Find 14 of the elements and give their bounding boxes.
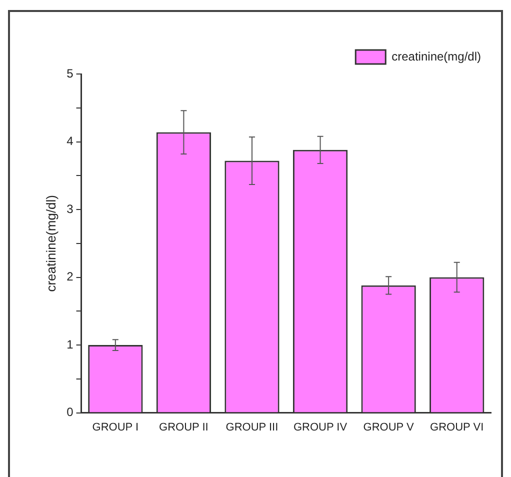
y-tick-label: 0 [66, 405, 74, 420]
y-tick-label: 4 [66, 134, 74, 148]
x-tick-label: GROUP IV [293, 421, 348, 434]
y-tick-label: 5 [66, 66, 74, 80]
x-tick-label: GROUP II [159, 421, 208, 434]
legend-label: creatinine(mg/dl) [392, 49, 482, 64]
x-tick-label: GROUP III [226, 421, 278, 434]
y-axis-title: creatinine(mg/dl) [43, 194, 58, 292]
x-tick-label: GROUP I [92, 421, 139, 434]
y-tick-label: 1 [66, 337, 74, 352]
y-tick-label: 2 [66, 270, 74, 284]
x-tick-label: GROUP V [363, 421, 414, 434]
x-tick-label: GROUP VI [430, 421, 484, 434]
y-tick-label: 3 [66, 202, 74, 216]
